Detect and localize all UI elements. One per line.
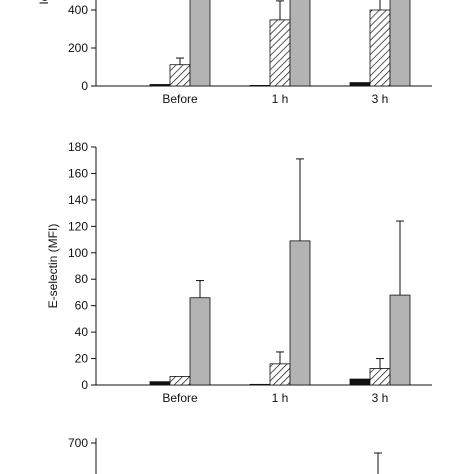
bar-hatched (369, 9, 391, 87)
bar-solid-black (249, 85, 271, 87)
y-tick-label: 700 (68, 436, 88, 450)
bar-solid-black (349, 82, 371, 87)
bar-solid-black (349, 378, 371, 386)
y-tick-label: 200 (68, 41, 88, 55)
y-tick-label: 180 (68, 140, 88, 154)
y-tick-label: 20 (75, 352, 89, 366)
y-tick-label: 80 (75, 272, 89, 286)
y-tick-label: 60 (75, 299, 89, 313)
y-tick-label: 140 (68, 193, 88, 207)
bar-hatched (269, 363, 291, 386)
chart-panel-middle: E-selectin (MFI) 0 20 40 60 80 100 120 140 160 18… (46, 140, 432, 405)
chart-panel-bottom: 700 (68, 436, 382, 474)
y-tick-label: 120 (68, 219, 88, 233)
x-tick-label: Before (162, 391, 198, 405)
bar-hatched (169, 376, 191, 386)
x-tick-label: Before (162, 92, 198, 106)
bar-solid-gray (389, 0, 411, 87)
bar-solid-black (149, 381, 171, 386)
chart-panel-top: Ic 0 200 400 Before 1 h 3 h (37, 0, 432, 106)
y-tick-label: 160 (68, 166, 88, 180)
y-tick-label: 400 (68, 3, 88, 17)
bar-hatched (269, 19, 291, 87)
x-tick-label: 1 h (272, 92, 289, 106)
bar-solid-gray (189, 297, 211, 386)
x-tick-label: 3 h (372, 391, 389, 405)
bar-solid-black (249, 383, 271, 386)
y-tick-label: 0 (81, 79, 88, 93)
y-axis-label-middle: E-selectin (MFI) (46, 224, 60, 309)
y-tick-label: 0 (81, 378, 88, 392)
bar-solid-gray (389, 294, 411, 386)
bar-hatched (169, 64, 191, 87)
x-tick-label: 1 h (272, 391, 289, 405)
bar-solid-gray (289, 0, 311, 87)
y-axis-label-top: Ic (37, 0, 51, 5)
bar-solid-gray (289, 240, 311, 386)
bar-solid-gray (189, 0, 211, 87)
bar-solid-black (149, 84, 171, 87)
y-tick-label: 100 (68, 246, 88, 260)
x-tick-label: 3 h (372, 92, 389, 106)
bar-hatched (369, 368, 391, 386)
y-tick-label: 40 (75, 325, 89, 339)
